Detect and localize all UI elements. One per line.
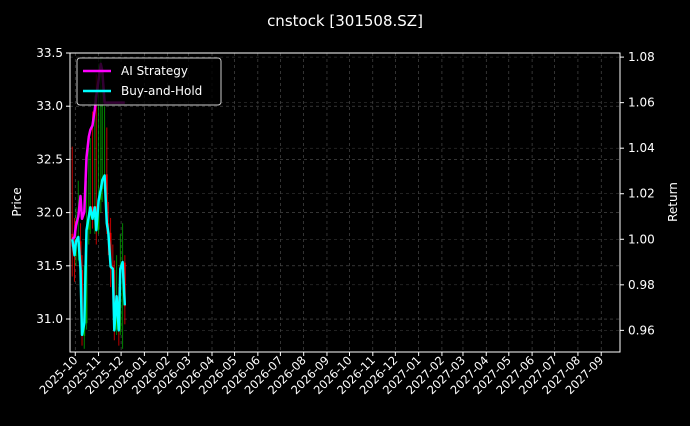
legend-label-ai-strategy: AI Strategy [121,64,188,78]
y-left-tick-label: 33.5 [36,46,63,60]
y-right-tick-label: 1.04 [628,141,655,155]
y-left-tick-label: 32.0 [36,206,63,220]
legend-label-buy-and-hold: Buy-and-Hold [121,84,202,98]
chart-title: cnstock [301508.SZ] [267,12,423,30]
series-line-buy-and-hold [71,174,127,337]
y-right-tick-label: 1.06 [628,96,655,110]
grid [70,52,620,352]
y-left-tick-label: 31.0 [36,312,63,326]
y-left-tick-label: 31.5 [36,259,63,273]
plot-frame [69,52,621,353]
y-right-tick-label: 1.02 [628,187,655,201]
axis-ticks: 2025-102025-112025-122026-012026-022026-… [36,46,654,397]
y-right-tick-label: 0.96 [628,323,655,337]
y-right-tick-label: 1.00 [628,232,655,246]
y-right-tick-label: 0.98 [628,278,655,292]
y-left-tick-label: 33.0 [36,99,63,113]
y-axis-left-label: Price [10,187,24,216]
y-left-tick-label: 32.5 [36,152,63,166]
legend: AI Strategy Buy-and-Hold [76,57,222,106]
y-right-tick-label: 1.08 [628,50,655,64]
y-axis-right-label: Return [666,182,680,222]
